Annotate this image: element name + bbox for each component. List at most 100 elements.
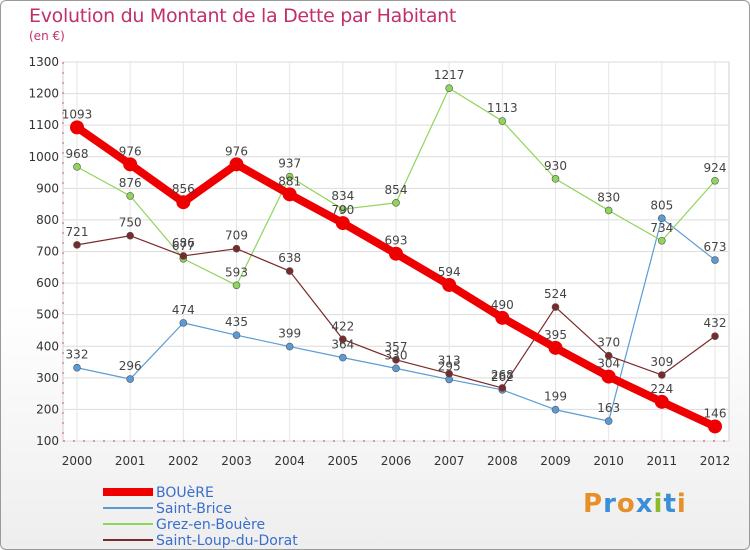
data-label: 930 (544, 159, 567, 173)
data-label: 881 (278, 174, 301, 188)
logo-letter: i (676, 489, 687, 519)
data-label: 199 (544, 390, 567, 404)
data-label: 262 (491, 370, 514, 384)
x-tick-label: 2002 (168, 454, 199, 468)
data-point (711, 256, 719, 264)
y-tick-label: 1100 (28, 118, 59, 132)
data-label: 830 (597, 190, 620, 204)
data-point (282, 187, 297, 202)
data-point (498, 384, 507, 392)
y-tick-label: 100 (36, 434, 59, 448)
data-label: 304 (597, 357, 620, 371)
y-tick-label: 200 (36, 402, 59, 416)
data-point (285, 172, 294, 181)
data-label: 224 (650, 382, 673, 396)
data-label: 399 (278, 327, 301, 341)
data-point (551, 303, 560, 311)
x-tick-label: 2009 (540, 454, 571, 468)
data-point (658, 236, 666, 245)
data-label: 524 (544, 287, 567, 301)
data-point (70, 120, 84, 135)
data-label: 370 (597, 336, 620, 350)
data-label: 734 (650, 221, 673, 235)
data-point (445, 369, 453, 378)
logo-letter: x (635, 489, 654, 519)
y-tick-label: 700 (36, 245, 59, 259)
data-point (658, 371, 666, 379)
data-label: 593 (225, 265, 248, 279)
data-point (176, 195, 191, 210)
data-label: 296 (119, 359, 142, 373)
x-tick-label: 2006 (381, 454, 412, 468)
y-tick-label: 500 (36, 308, 59, 322)
y-tick-label: 300 (36, 371, 59, 385)
data-point (73, 241, 81, 249)
data-label: 677 (172, 239, 195, 253)
data-point (604, 206, 613, 215)
data-point (339, 335, 347, 344)
data-point (232, 331, 241, 339)
x-tick-label: 2007 (434, 454, 465, 468)
data-point (392, 364, 400, 373)
y-tick-label: 900 (36, 181, 59, 195)
data-label: 594 (438, 265, 461, 279)
data-label: 432 (704, 316, 727, 330)
data-label: 693 (385, 234, 408, 248)
logo-letter: i (653, 489, 664, 519)
proxiti-logo: Proxiti (583, 489, 687, 519)
legend-label: BOUèRE (156, 485, 214, 501)
x-tick-label: 2001 (115, 454, 146, 468)
data-label: 638 (278, 251, 301, 265)
logo-letter: t (663, 489, 677, 519)
data-label: 309 (650, 355, 673, 369)
data-point (232, 281, 241, 290)
logo-letter: o (616, 489, 636, 519)
data-label: 976 (225, 144, 248, 158)
logo-letter: r (603, 489, 617, 519)
data-point (392, 199, 400, 207)
data-label: 268 (491, 368, 514, 382)
data-label: 721 (66, 225, 89, 239)
chart-unit: (en €) (29, 29, 65, 43)
data-point (604, 351, 613, 360)
data-label: 876 (119, 176, 142, 190)
data-point (285, 267, 294, 275)
data-point (654, 394, 669, 409)
data-point (548, 340, 563, 355)
data-label: 968 (66, 147, 89, 161)
data-label: 854 (385, 183, 408, 197)
data-label: 805 (650, 198, 673, 212)
data-point (658, 214, 666, 223)
data-label: 790 (331, 203, 354, 217)
y-tick-label: 600 (36, 276, 59, 290)
data-point (551, 175, 560, 183)
data-label: 422 (331, 319, 354, 333)
data-point (229, 157, 244, 172)
data-point (392, 356, 400, 364)
data-point (73, 163, 81, 171)
y-tick-label: 400 (36, 339, 59, 353)
data-point (126, 192, 134, 200)
x-tick-label: 2004 (274, 454, 305, 468)
chart-title: Evolution du Montant de la Dette par Hab… (29, 5, 457, 27)
data-label: 295 (438, 359, 461, 373)
data-label: 163 (597, 401, 620, 415)
data-point (711, 176, 719, 185)
data-label: 976 (119, 144, 142, 158)
data-point (445, 84, 453, 93)
data-label: 1217 (434, 68, 465, 82)
x-tick-label: 2010 (593, 454, 624, 468)
data-point (123, 157, 138, 172)
data-point (711, 332, 719, 340)
x-tick-label: 2000 (62, 454, 93, 468)
data-label: 750 (119, 216, 142, 230)
data-point (339, 353, 347, 362)
data-label: 673 (704, 240, 727, 254)
y-tick-label: 1200 (28, 87, 59, 101)
data-point (232, 244, 241, 253)
y-tick-label: 1300 (28, 55, 59, 69)
data-point (285, 342, 294, 351)
legend-label: Saint-Brice (156, 501, 232, 517)
